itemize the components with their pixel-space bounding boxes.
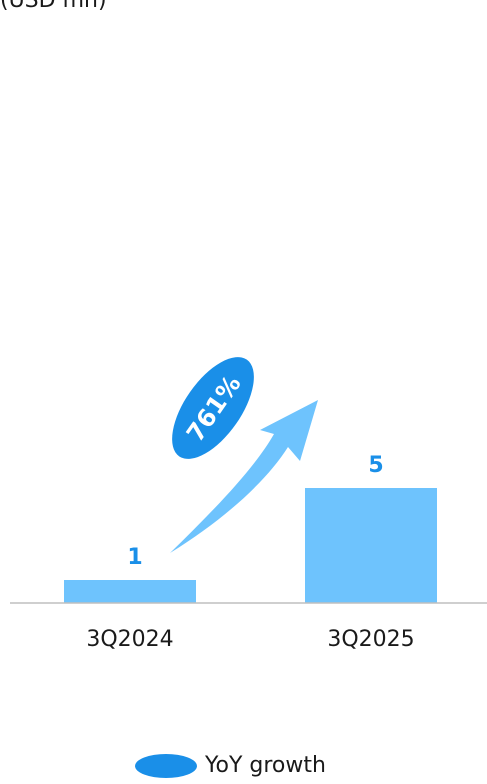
growth-badge xyxy=(172,357,254,459)
bar-3Q2025 xyxy=(305,488,437,603)
value-label-3Q2024: 1 xyxy=(127,545,142,570)
legend: YoY growth xyxy=(135,753,326,778)
legend-swatch xyxy=(135,753,197,778)
labels-layer: 1 3Q2024 5 3Q2025 xyxy=(86,453,414,652)
bar-3Q2024 xyxy=(64,580,196,603)
bars-layer xyxy=(64,488,437,603)
x-tick-label-3Q2024: 3Q2024 xyxy=(86,627,173,652)
x-tick-label-3Q2025: 3Q2025 xyxy=(327,627,414,652)
growth-arrow-shape xyxy=(170,400,318,553)
unit-label: (USD mn) xyxy=(0,0,107,13)
value-label-3Q2025: 5 xyxy=(368,453,383,478)
legend-label-yoy-growth: YoY growth xyxy=(205,753,326,778)
growth-arrow: 761% xyxy=(170,357,318,553)
